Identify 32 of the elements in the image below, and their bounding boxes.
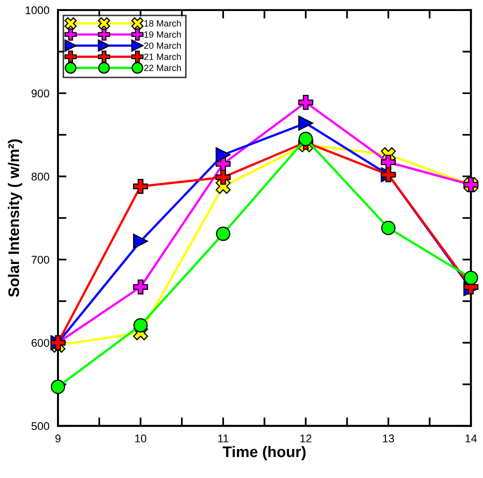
y-tick-label: 1000	[26, 6, 50, 14]
point	[50, 380, 66, 394]
point	[216, 226, 230, 241]
y-tick-label: 600	[32, 338, 50, 347]
legend-label: 21 March	[144, 53, 181, 60]
y-tick-label: 500	[32, 422, 50, 430]
point	[133, 280, 148, 294]
legend-label: 19 March	[144, 31, 181, 38]
point	[133, 318, 148, 332]
point	[133, 178, 148, 194]
x-tick-label: 12	[300, 434, 312, 442]
x-axis-title: Time (hour)	[222, 446, 306, 460]
point	[381, 220, 396, 236]
point	[298, 132, 313, 146]
y-axis-title: Solar Intensity ( w/m²)	[8, 139, 22, 297]
x-tick-label: 9	[55, 434, 61, 442]
point	[216, 170, 231, 185]
point	[298, 116, 314, 131]
x-tick-label: 13	[383, 434, 394, 442]
point	[298, 94, 314, 110]
y-tick-label: 800	[32, 172, 50, 181]
legend-label: 22 March	[144, 64, 181, 72]
x-tick-label: 10	[135, 434, 146, 442]
point	[133, 234, 148, 249]
point	[216, 147, 231, 162]
legend-label: 18 March	[144, 20, 181, 27]
x-tick-label: 11	[218, 434, 228, 442]
x-tick-label: 14	[466, 434, 477, 442]
y-tick-label: 700	[32, 256, 50, 264]
y-tick-label: 900	[32, 89, 50, 98]
point	[464, 270, 478, 286]
legend-label: 20 March	[144, 42, 181, 49]
